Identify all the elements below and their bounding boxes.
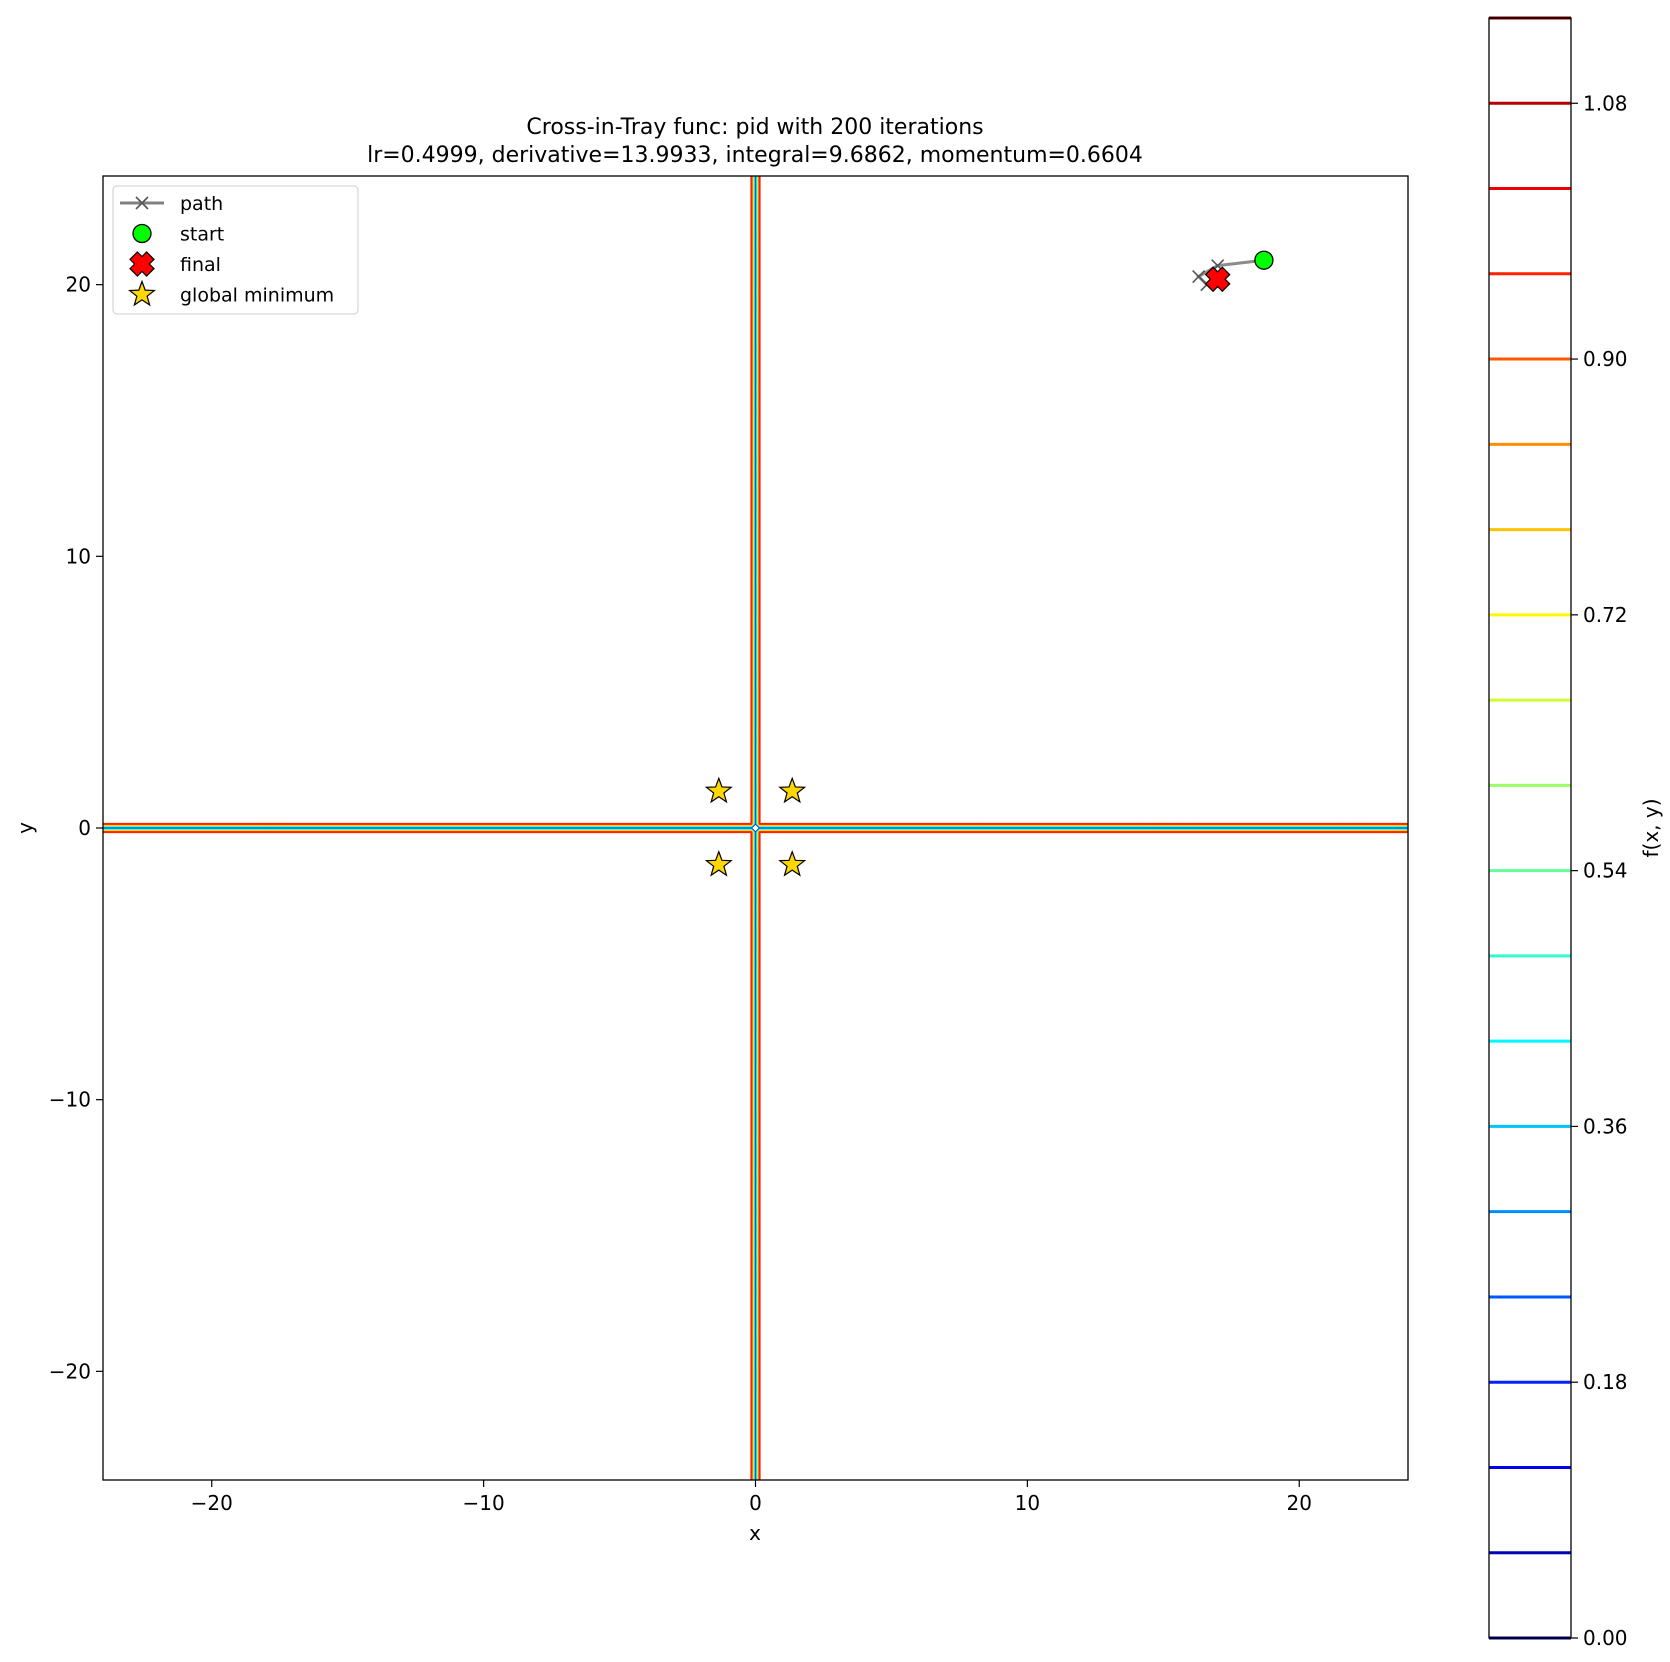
legend-label: final — [180, 254, 221, 276]
start-marker — [1254, 250, 1274, 270]
legend-star-marker — [127, 279, 157, 307]
y-tick-label: −20 — [49, 1359, 91, 1383]
global-minimum-marker — [704, 849, 733, 877]
legend-box — [112, 185, 359, 315]
colorbar: 0.00 0.18 0.36 0.54 0.72 0.90 1.08 f(x, y) — [1488, 16, 1663, 1650]
chart-title: Cross-in-Tray func: pid with 200 iterati… — [526, 115, 983, 140]
y-tick-label: −10 — [49, 1088, 91, 1112]
x-tick-label: 0 — [749, 1491, 762, 1515]
colorbar-tick-label: 1.08 — [1583, 91, 1628, 115]
colorbar-frame — [1488, 17, 1572, 1639]
colorbar-tick-label: 0.72 — [1583, 603, 1628, 627]
colorbar-label: f(x, y) — [1639, 798, 1663, 857]
colorbar-tick-label: 0.54 — [1583, 859, 1628, 883]
y-axis-label: y — [13, 822, 37, 834]
global-minimum-marker — [704, 776, 733, 804]
legend-label: global minimum — [180, 285, 334, 307]
x-tick-label: 20 — [1287, 1491, 1312, 1515]
contour-plot — [103, 176, 1408, 1480]
legend-start-marker — [132, 223, 152, 244]
legend-label: path — [180, 193, 223, 215]
x-tick-label: −20 — [191, 1491, 233, 1515]
colorbar-tick-label: 0.18 — [1583, 1370, 1628, 1394]
final-marker — [1204, 266, 1231, 293]
legend: path start final global minimum — [112, 185, 359, 315]
y-tick-label: 20 — [66, 273, 91, 297]
colorbar-tick-label: 0.00 — [1583, 1626, 1628, 1650]
chart-subtitle: lr=0.4999, derivative=13.9933, integral=… — [367, 143, 1143, 168]
global-minimum-marker — [778, 776, 807, 804]
axes: −20 −10 0 10 20 −20 −10 0 10 20 — [49, 273, 1312, 1515]
x-tick-label: 10 — [1015, 1491, 1040, 1515]
colorbar-tick-label: 0.36 — [1583, 1114, 1628, 1138]
x-tick-label: −10 — [463, 1491, 505, 1515]
contour-level-15 — [103, 176, 1408, 1480]
global-minimum-marker — [778, 849, 807, 877]
colorbar-tick-label: 0.90 — [1583, 347, 1628, 371]
y-tick-label: 0 — [78, 816, 91, 840]
legend-final-marker — [129, 251, 155, 277]
legend-path-marker — [135, 196, 149, 210]
contour-level-2 — [103, 176, 1408, 1480]
legend-label: start — [180, 224, 224, 246]
optimization-markers — [704, 250, 1274, 877]
y-tick-label: 10 — [66, 544, 91, 568]
x-axis-label: x — [749, 1521, 761, 1545]
